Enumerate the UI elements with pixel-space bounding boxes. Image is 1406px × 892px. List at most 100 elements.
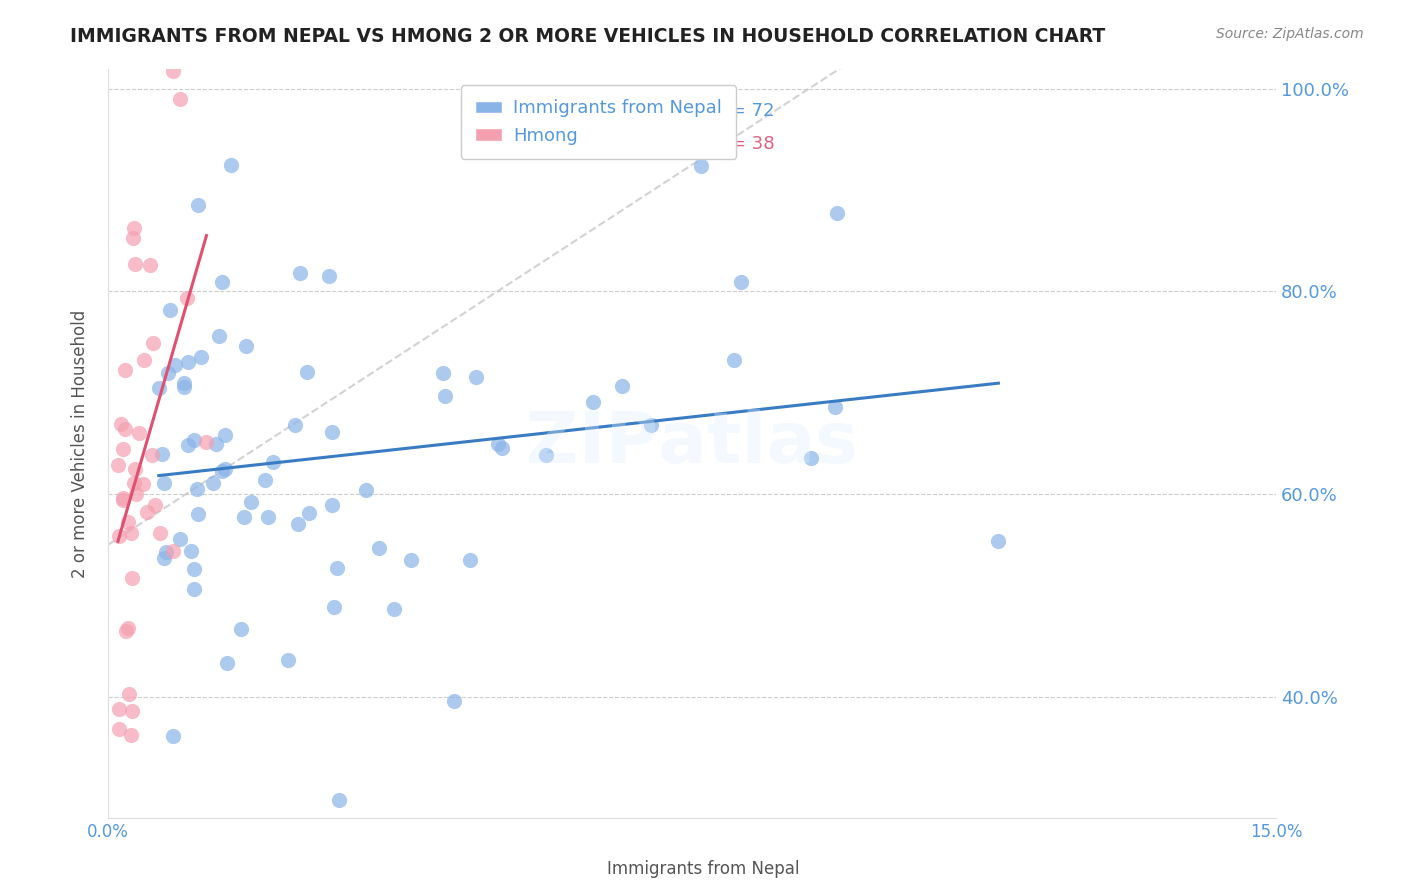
Point: [145, 498, 167, 512]
Point: [287, 517, 309, 532]
Point: [321, 425, 343, 439]
Point: [205, 437, 228, 451]
Point: [384, 601, 406, 615]
Point: [159, 303, 181, 318]
Point: [117, 621, 139, 635]
Point: [177, 355, 200, 369]
Point: [183, 562, 205, 576]
Point: [180, 544, 202, 558]
Point: [108, 722, 131, 736]
Text: IMMIGRANTS FROM NEPAL VS HMONG 2 OR MORE VEHICLES IN HOUSEHOLD CORRELATION CHART: IMMIGRANTS FROM NEPAL VS HMONG 2 OR MORE…: [70, 27, 1105, 45]
Point: [277, 652, 299, 666]
Point: [162, 729, 184, 743]
Point: [183, 433, 205, 447]
Point: [152, 476, 174, 491]
Point: [256, 510, 278, 524]
Point: [120, 525, 142, 540]
Point: [120, 728, 142, 742]
Point: [112, 493, 135, 508]
Point: [491, 441, 513, 455]
Point: [128, 426, 150, 441]
Point: [800, 451, 823, 466]
Point: [156, 366, 179, 380]
Point: [148, 381, 170, 395]
Point: [132, 353, 155, 368]
Point: [162, 544, 184, 558]
Point: [208, 329, 231, 343]
Point: [434, 388, 457, 402]
Point: [825, 205, 848, 219]
Text: Source: ZipAtlas.com: Source: ZipAtlas.com: [1216, 27, 1364, 41]
Point: [232, 510, 254, 524]
Point: [107, 458, 129, 472]
Point: [730, 275, 752, 289]
Point: [221, 158, 243, 172]
Point: [295, 366, 318, 380]
Point: [354, 483, 377, 497]
Text: Immigrants from Nepal: Immigrants from Nepal: [607, 860, 799, 878]
Point: [211, 464, 233, 478]
Point: [253, 473, 276, 487]
Point: [111, 491, 134, 505]
Point: [117, 515, 139, 529]
Point: [239, 495, 262, 509]
Point: [114, 422, 136, 436]
Point: [122, 221, 145, 235]
Point: [987, 534, 1010, 549]
Point: [163, 359, 186, 373]
Point: [132, 477, 155, 491]
Point: [177, 438, 200, 452]
Point: [122, 475, 145, 490]
Point: [284, 417, 307, 432]
Point: [458, 553, 481, 567]
Point: [211, 275, 233, 289]
Point: [125, 486, 148, 500]
Point: [122, 231, 145, 245]
Point: [186, 483, 208, 497]
Point: [262, 455, 284, 469]
Point: [432, 366, 454, 380]
Point: [298, 506, 321, 520]
Point: [318, 268, 340, 283]
Point: [214, 462, 236, 476]
Point: [121, 571, 143, 585]
Point: [142, 336, 165, 351]
Point: [217, 656, 239, 670]
Y-axis label: 2 or more Vehicles in Household: 2 or more Vehicles in Household: [72, 310, 89, 578]
Point: [328, 793, 350, 807]
Point: [326, 561, 349, 575]
Point: [195, 435, 218, 450]
Point: [121, 704, 143, 718]
Point: [399, 553, 422, 567]
Point: [443, 694, 465, 708]
Point: [486, 436, 509, 450]
Point: [108, 529, 131, 543]
Point: [124, 257, 146, 271]
Point: [110, 417, 132, 431]
Point: [465, 369, 488, 384]
Legend: Immigrants from Nepal, Hmong: Immigrants from Nepal, Hmong: [461, 85, 737, 159]
Point: [111, 442, 134, 456]
Point: [139, 258, 162, 272]
Point: [162, 63, 184, 78]
Point: [149, 526, 172, 541]
Point: [190, 350, 212, 364]
Point: [201, 475, 224, 490]
Point: [117, 687, 139, 701]
Text: R = 0.230   N = 72: R = 0.230 N = 72: [605, 103, 775, 120]
Point: [321, 498, 343, 512]
Point: [640, 417, 662, 432]
Point: [229, 622, 252, 636]
Point: [141, 448, 163, 462]
Point: [183, 582, 205, 597]
Point: [173, 376, 195, 390]
Point: [108, 701, 131, 715]
Point: [288, 266, 311, 280]
Point: [124, 461, 146, 475]
Point: [368, 541, 391, 555]
Text: R = 0.392   N = 38: R = 0.392 N = 38: [605, 135, 775, 153]
Point: [689, 159, 711, 173]
Point: [723, 353, 745, 368]
Point: [155, 545, 177, 559]
Point: [176, 291, 198, 305]
